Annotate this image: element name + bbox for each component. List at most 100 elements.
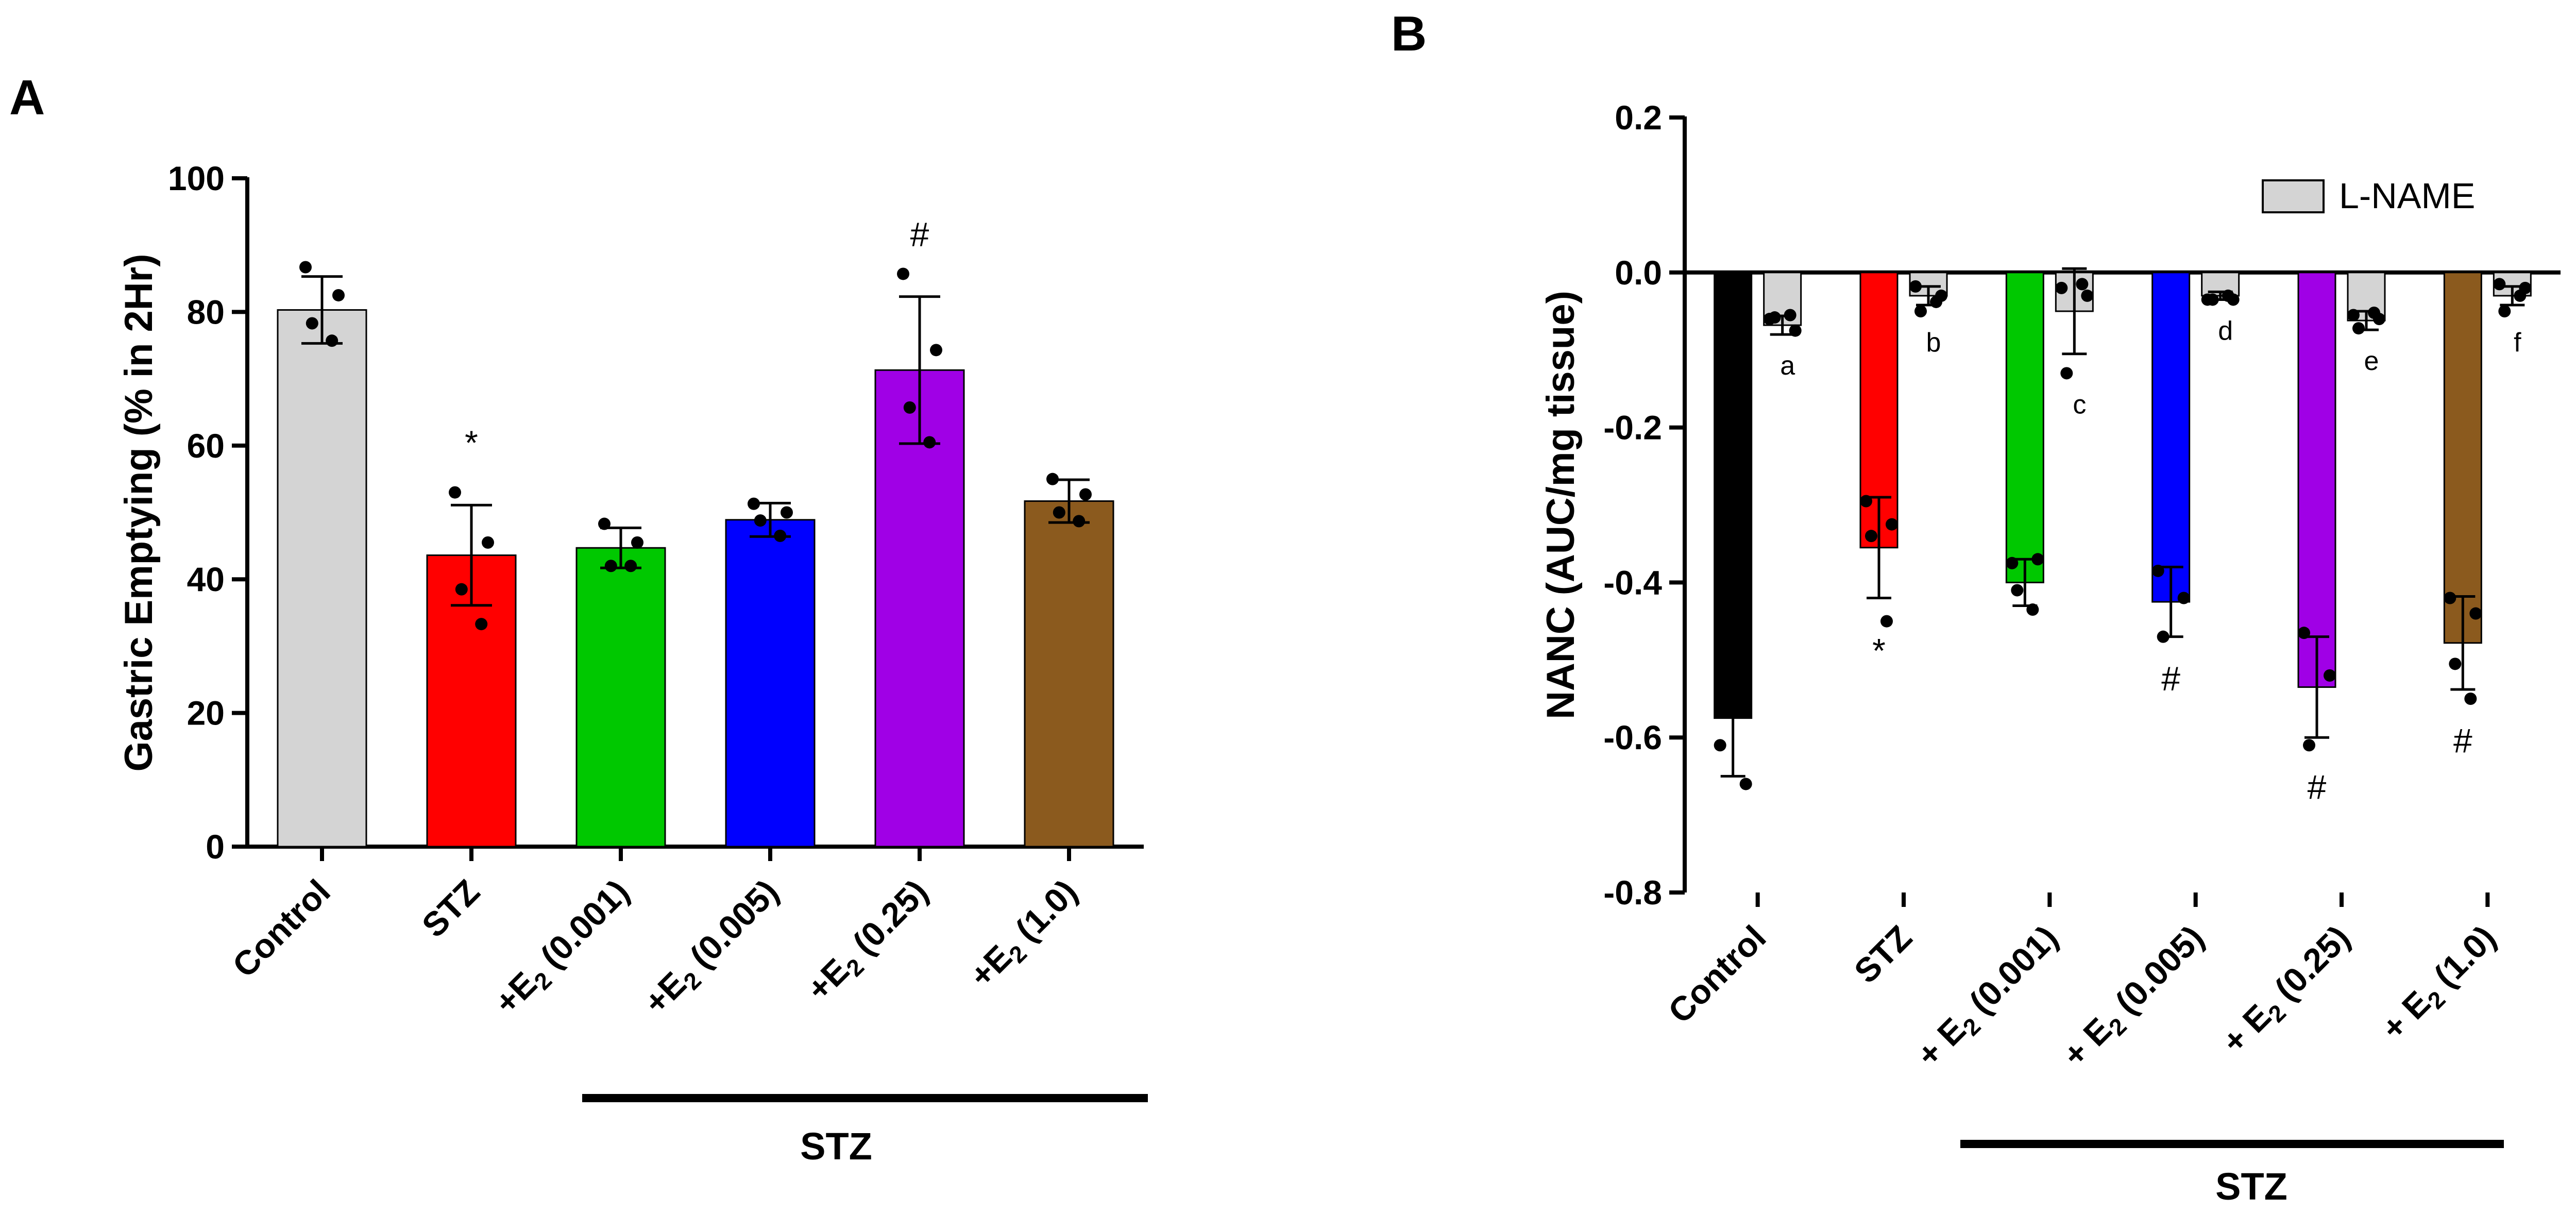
x-tick-label-0: Control [225, 872, 337, 985]
bar-control-3 [2151, 272, 2191, 603]
category-label: STZ [1846, 918, 1919, 990]
data-point-lname-0 [1768, 311, 1781, 324]
significance-mark-3: # [2161, 660, 2180, 698]
data-point-control-5 [2444, 592, 2456, 604]
data-point-control-1 [1865, 530, 1877, 543]
y-tick-label: -0.4 [1603, 563, 1662, 601]
data-point-lname-2 [2076, 278, 2089, 291]
category-label: + E2 (0.005) [2055, 918, 2215, 1078]
data-point-control-3 [2151, 564, 2164, 577]
category-tail: (0.25) [839, 872, 935, 969]
x-tick-label-4: +E2 (0.25) [799, 872, 939, 1012]
category-label: +E2 (0.25) [799, 872, 939, 1012]
lname-letter-2: c [2073, 390, 2086, 419]
data-point-control-0 [1714, 739, 1726, 752]
category-label: Control [1660, 918, 1773, 1031]
data-point-control-3 [2157, 630, 2170, 643]
data-point-control-5 [2449, 658, 2462, 670]
data-point-3 [774, 529, 787, 542]
category-tail: (0.005) [676, 872, 786, 982]
data-point-lname-1 [1914, 305, 1927, 317]
category-label: STZ [414, 872, 486, 945]
data-point-4 [930, 344, 942, 357]
data-point-lname-2 [2060, 367, 2073, 380]
data-point-lname-2 [2055, 281, 2068, 294]
data-point-2 [604, 560, 617, 572]
category-label: +E2 (1.0) [962, 872, 1088, 999]
category-label: + E2 (0.25) [2214, 918, 2361, 1065]
lname-letter-1: b [1926, 328, 1941, 358]
lname-letter-0: a [1780, 351, 1795, 381]
significance-mark-5: # [2453, 721, 2472, 760]
y-tick-label: 40 [187, 560, 225, 598]
data-point-control-2 [2011, 584, 2024, 597]
y-tick-label: -0.6 [1603, 718, 1662, 756]
data-point-lname-1 [1930, 295, 1942, 308]
category-main: Control [1660, 918, 1773, 1031]
data-point-control-5 [2469, 607, 2482, 620]
data-point-control-4 [2303, 739, 2315, 752]
bar-2 [575, 547, 666, 848]
bar-control-5 [2443, 272, 2482, 644]
significance-mark-4: # [910, 215, 929, 254]
data-point-lname-4 [2347, 309, 2360, 322]
data-point-3 [781, 506, 793, 519]
data-point-1 [482, 536, 494, 549]
data-point-lname-4 [2352, 322, 2365, 335]
category-label: + E2 (1.0) [2374, 918, 2507, 1051]
data-point-2 [631, 536, 643, 549]
data-point-0 [326, 334, 338, 347]
lname-letter-3: d [2218, 316, 2233, 346]
y-tick-label: 80 [187, 293, 225, 331]
data-point-4 [897, 267, 909, 280]
significance-mark-1: * [1872, 632, 1886, 670]
y-tick-label: -0.2 [1603, 409, 1662, 447]
data-point-0 [332, 289, 345, 301]
data-point-4 [903, 401, 916, 414]
category-main: STZ [1846, 918, 1919, 990]
data-point-0 [299, 261, 312, 274]
bar-3 [725, 519, 816, 848]
data-point-2 [624, 560, 637, 572]
bar-control-0 [1714, 272, 1753, 719]
data-point-3 [754, 514, 767, 527]
bar-0 [277, 309, 367, 848]
x-tick-label-2: + E2 (0.001) [1909, 918, 2069, 1078]
data-point-lname-2 [2081, 289, 2094, 302]
panel-a-label: A [9, 70, 45, 125]
group-label: STZ [2215, 1165, 2287, 1208]
y-axis-title-group: NANC (AUC/mg tissue) [1539, 291, 1583, 719]
data-point-1 [475, 618, 488, 631]
data-point-lname-5 [2493, 278, 2506, 291]
y-tick-label: 0.2 [1615, 98, 1662, 137]
data-point-2 [598, 517, 611, 530]
y-tick-label: -0.8 [1603, 873, 1662, 912]
data-point-control-0 [1739, 778, 1752, 790]
data-point-control-4 [2298, 627, 2310, 639]
data-point-lname-0 [1789, 324, 1802, 337]
category-main: STZ [414, 872, 486, 945]
data-point-control-1 [1880, 615, 1893, 628]
y-axis-title: NANC (AUC/mg tissue) [1539, 291, 1583, 719]
group-label: STZ [800, 1125, 872, 1168]
category-tail: (0.001) [527, 872, 636, 982]
x-tick-label-3: + E2 (0.005) [2055, 918, 2215, 1078]
data-point-control-2 [2031, 553, 2044, 566]
data-point-lname-5 [2514, 289, 2527, 302]
bar-4 [874, 369, 965, 848]
y-tick-label: 100 [168, 159, 225, 197]
data-point-lname-3 [2222, 289, 2234, 302]
x-tick-label-3: +E2 (0.005) [636, 872, 789, 1025]
significance-mark-1: * [465, 424, 478, 462]
category-tail: (0.005) [2101, 918, 2211, 1028]
y-tick-label: 0 [206, 828, 225, 866]
category-label: +E2 (0.001) [487, 872, 640, 1025]
data-point-control-1 [1860, 495, 1872, 508]
category-label: +E2 (0.005) [636, 872, 789, 1025]
data-point-3 [748, 497, 760, 510]
data-point-0 [306, 317, 318, 330]
y-axis-title: Gastric Emptying (% in 2Hr) [117, 254, 161, 771]
x-tick-label-4: + E2 (0.25) [2214, 918, 2361, 1065]
y-tick-label: 0.0 [1615, 254, 1662, 292]
category-label: + E2 (0.001) [1909, 918, 2069, 1078]
